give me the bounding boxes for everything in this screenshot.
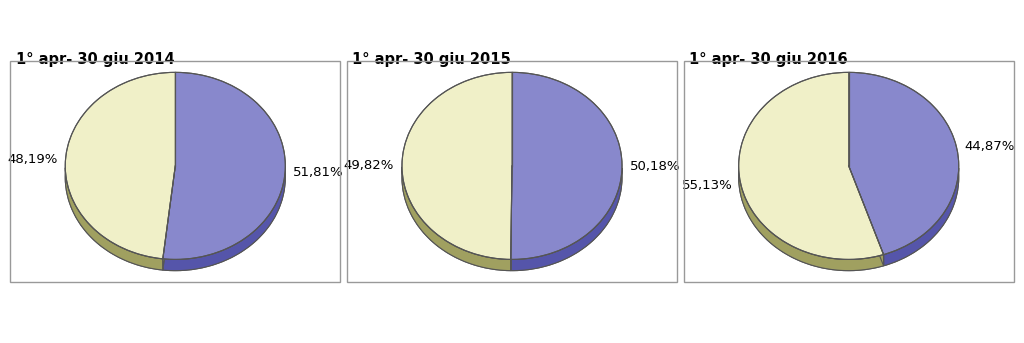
Text: 50,18%: 50,18% [630,160,680,173]
Polygon shape [884,168,958,266]
Polygon shape [163,167,286,271]
Polygon shape [738,72,884,259]
Polygon shape [402,72,512,259]
Polygon shape [511,166,512,271]
Text: 49,82%: 49,82% [344,159,394,172]
Text: 55,13%: 55,13% [682,179,733,192]
Polygon shape [163,166,175,270]
Polygon shape [163,72,286,259]
Ellipse shape [738,84,958,271]
Polygon shape [849,72,958,255]
Polygon shape [66,168,163,270]
Polygon shape [66,72,175,259]
Polygon shape [511,168,622,271]
Ellipse shape [66,84,286,271]
Ellipse shape [402,84,622,271]
Polygon shape [163,166,175,270]
Text: 51,81%: 51,81% [293,166,343,179]
Polygon shape [849,166,884,266]
Polygon shape [738,166,884,271]
Polygon shape [511,166,512,271]
Text: 1° apr- 30 giu 2016: 1° apr- 30 giu 2016 [689,52,848,67]
Polygon shape [511,72,622,259]
Text: 1° apr- 30 giu 2015: 1° apr- 30 giu 2015 [352,52,511,67]
Text: 44,87%: 44,87% [965,140,1015,153]
Polygon shape [402,167,511,271]
Polygon shape [849,166,884,266]
Text: 1° apr- 30 giu 2014: 1° apr- 30 giu 2014 [15,52,174,67]
Text: 48,19%: 48,19% [7,153,57,166]
